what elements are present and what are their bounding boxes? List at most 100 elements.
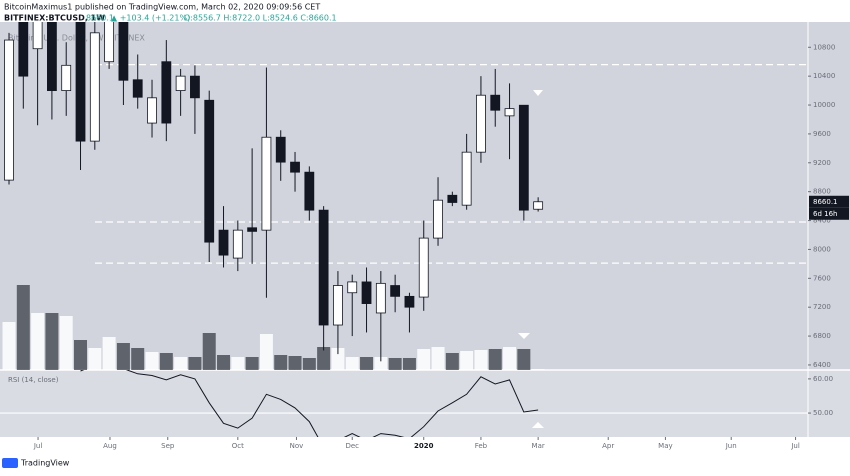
volume-bar	[59, 316, 73, 370]
volume-bar	[217, 355, 231, 370]
logo-icon	[2, 458, 18, 468]
publisher: BitcoinMaximus1 published on TradingView…	[4, 3, 320, 12]
volume-bar	[331, 348, 345, 370]
candle-body	[476, 94, 486, 153]
marker	[518, 333, 530, 339]
candle-body	[18, 22, 29, 77]
volume-bar	[360, 357, 374, 370]
volume-bar	[145, 352, 159, 370]
x-tick-label: Jun	[725, 442, 737, 450]
last-price: 8660.1	[86, 14, 114, 23]
candle-body	[4, 39, 14, 181]
candle-body	[32, 22, 43, 50]
volume-bar	[102, 337, 116, 370]
candle-body	[75, 22, 86, 142]
price-plot	[2, 22, 808, 370]
candle-body	[147, 97, 157, 124]
volume-bar	[202, 333, 216, 370]
candle-body	[490, 94, 501, 111]
x-tick-label: Oct	[232, 442, 244, 450]
rsi-pane	[0, 370, 850, 437]
ohlc: O:8556.7 H:8722.0 L:8524.6 C:8660.1	[184, 14, 337, 23]
candle-body	[61, 64, 72, 91]
volume-bar	[445, 353, 459, 370]
volume-bar	[431, 347, 445, 370]
candle-body	[461, 151, 472, 206]
x-tick-label: Jul	[33, 442, 43, 450]
candle-body	[375, 282, 386, 314]
rsi-plot	[0, 370, 808, 437]
candle-body	[275, 136, 286, 163]
volume-bar	[345, 357, 359, 370]
volume-bar	[503, 347, 517, 370]
volume-bar	[531, 369, 545, 370]
volume-bar	[74, 340, 88, 370]
y-tick-label: 10800	[813, 43, 835, 51]
price-tag	[809, 195, 849, 208]
volume-bar	[288, 356, 302, 370]
volume-bar	[317, 347, 331, 370]
x-tick-label: Feb	[475, 442, 488, 450]
rsi-legend: RSI (14, close)	[8, 376, 59, 384]
volume-bar	[2, 322, 16, 370]
marker	[533, 90, 543, 96]
candle-body	[89, 32, 100, 142]
y-tick-label: 60.00	[813, 375, 833, 383]
candle-body	[318, 209, 329, 326]
candle-body	[333, 285, 343, 326]
y-tick-label: 6800	[813, 332, 831, 340]
volume-bar	[402, 358, 416, 370]
candle-body	[261, 136, 272, 231]
volume-bar	[45, 313, 59, 370]
candle-body	[247, 227, 258, 232]
candle-body	[433, 199, 443, 239]
price-tag-label: 8660.1	[813, 198, 838, 206]
x-tick-label: 2020	[414, 442, 434, 450]
volume-bar	[31, 313, 45, 370]
candle-body	[161, 61, 172, 124]
x-tick-label: Mar	[532, 442, 545, 450]
y-tick-label: 8400	[813, 217, 831, 225]
volume-bar	[374, 357, 388, 370]
y-tick-label: 8000	[813, 245, 831, 253]
symbol: BITFINEX:BTCUSD, 1W	[4, 14, 105, 23]
candle-body	[218, 229, 229, 256]
volume-bar	[16, 285, 30, 370]
x-tick-label: May	[658, 442, 672, 450]
candle-body	[390, 285, 401, 297]
y-tick-label: 50.00	[813, 409, 833, 417]
volume-bar	[174, 357, 188, 370]
y-tick-label: 7600	[813, 274, 831, 282]
volume-bar	[488, 349, 502, 370]
x-tick-label: Aug	[103, 442, 117, 450]
x-tick-label: Dec	[345, 442, 359, 450]
candle-body	[304, 171, 315, 211]
y-tick-label: 7200	[813, 303, 831, 311]
y-tick-label: 9600	[813, 130, 831, 138]
y-tick-label: 6400	[813, 361, 831, 369]
change: ▲ +103.4 (+1.21%)	[111, 14, 190, 23]
volume-bar	[188, 357, 202, 370]
volume-bar	[460, 351, 474, 370]
candle-body	[447, 194, 458, 203]
volume-bar	[116, 343, 130, 370]
volume-bar	[388, 358, 402, 370]
marker	[532, 422, 544, 428]
volume-bar	[274, 355, 288, 370]
volume-bar	[259, 334, 273, 370]
volume-bar	[131, 348, 145, 370]
x-tick-label: Nov	[290, 442, 304, 450]
volume-bar	[231, 357, 245, 370]
candle-body	[533, 201, 544, 210]
candle-body	[232, 229, 243, 259]
y-tick-label: 9200	[813, 159, 831, 167]
candle-body	[132, 79, 143, 98]
volume-bar	[245, 357, 259, 370]
volume-bar	[417, 349, 431, 370]
x-tick-label: Jul	[790, 442, 800, 450]
candle-body	[104, 22, 115, 63]
candle-body	[190, 75, 200, 99]
volume-bar	[474, 350, 488, 370]
volume-bar	[302, 358, 316, 370]
